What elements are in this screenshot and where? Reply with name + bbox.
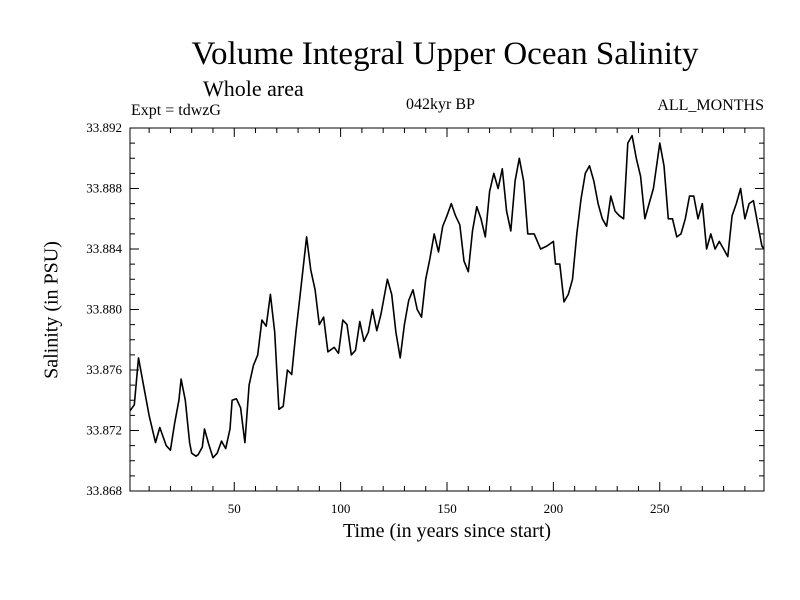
plot-frame <box>129 127 765 492</box>
ticks-layer <box>130 127 764 492</box>
x-tick-label: 50 <box>228 501 241 516</box>
x-tick-label: 150 <box>437 501 457 516</box>
y-tick-label: 33.876 <box>86 362 122 377</box>
x-tick-label: 250 <box>650 501 670 516</box>
y-tick-label: 33.872 <box>86 423 122 438</box>
x-tick-label: 200 <box>544 501 564 516</box>
series-line <box>129 134 765 459</box>
months-label: ALL_MONTHS <box>657 97 764 114</box>
y-tick-label: 33.888 <box>86 181 122 196</box>
period-label: 042kyr BP <box>406 96 475 113</box>
y-tick-label: 33.880 <box>86 302 122 317</box>
y-tick-label: 33.868 <box>86 483 122 498</box>
y-tick-label: 33.892 <box>86 120 122 135</box>
y-tick-label: 33.884 <box>86 241 122 256</box>
x-tick-label: 100 <box>331 501 351 516</box>
chart-subtitle: Whole area <box>203 76 304 101</box>
x-axis-label: Time (in years since start) <box>342 520 552 542</box>
experiment-label: Expt = tdwzG <box>131 102 221 119</box>
chart-title: Volume Integral Upper Ocean Salinity <box>191 36 699 72</box>
tick-labels-layer: 50 100 150 200 250 33.868 33.872 33.876 33.880 33… <box>86 120 669 516</box>
